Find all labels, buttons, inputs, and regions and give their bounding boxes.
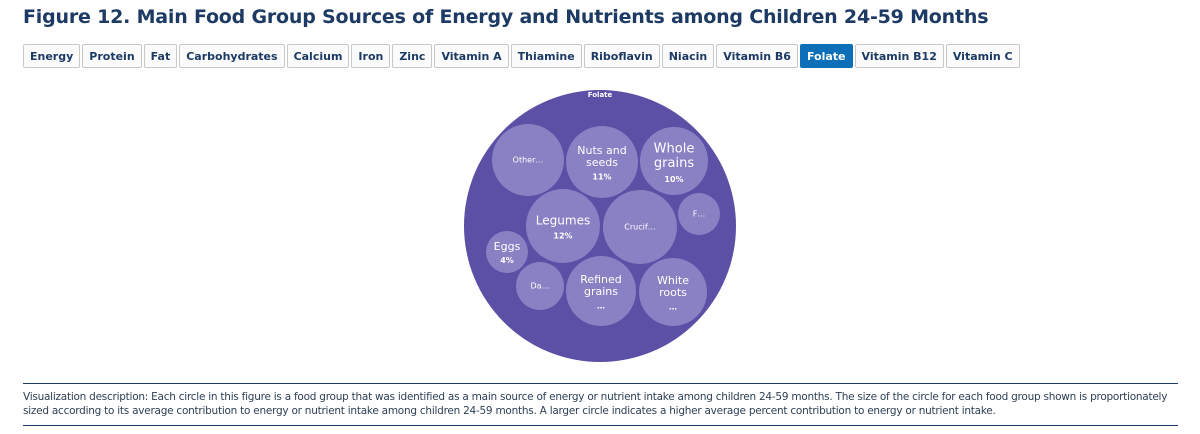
figure-title: Figure 12. Main Food Group Sources of En…: [23, 6, 989, 28]
bubble-label: Whole: [654, 142, 695, 157]
bubble-value: 4%: [500, 256, 514, 265]
bubble-value: …: [597, 301, 605, 310]
bubble-value: 11%: [592, 172, 611, 181]
bubble-other[interactable]: Other…: [492, 124, 564, 196]
tab-energy[interactable]: Energy: [23, 44, 81, 68]
bubble-circle: [566, 126, 638, 198]
tab-iron[interactable]: Iron: [351, 44, 391, 68]
bubble-circle: [640, 127, 708, 195]
top-divider: [23, 383, 1178, 384]
bubble-label: grains: [584, 285, 618, 298]
bubble-legumes[interactable]: Legumes 12%: [526, 189, 600, 263]
bubble-circle: [566, 256, 636, 326]
bubble-label: Da…: [530, 282, 549, 291]
bubble-circle: [516, 262, 564, 310]
bubble-da[interactable]: Da…: [516, 262, 564, 310]
bubble-eggs[interactable]: Eggs 4%: [486, 231, 528, 273]
bubble-label: Legumes: [536, 213, 590, 227]
bubble-label: grains: [654, 156, 694, 171]
tab-riboflavin[interactable]: Riboflavin: [583, 44, 660, 68]
bubble-value: …: [669, 302, 677, 311]
tab-zinc[interactable]: Zinc: [392, 44, 433, 68]
bubble-f[interactable]: F…: [678, 193, 720, 235]
tab-vitamin-a[interactable]: Vitamin A: [434, 44, 509, 68]
bubble-label: Nuts and: [577, 144, 626, 157]
bubble-circle: [492, 124, 564, 196]
tab-thiamine[interactable]: Thiamine: [510, 44, 582, 68]
visualization-description: Visualization description: Each circle i…: [23, 391, 1168, 417]
bubble-refined-grains[interactable]: Refinedgrains …: [566, 256, 636, 326]
bubble-circle: [486, 231, 528, 273]
bubble-value: 12%: [553, 232, 572, 241]
bubble-label: seeds: [586, 156, 618, 169]
bubble-crucif[interactable]: Crucif…: [603, 190, 677, 264]
tab-calcium[interactable]: Calcium: [286, 44, 350, 68]
bubble-label: Crucif…: [624, 223, 655, 232]
tab-vitamin-b6[interactable]: Vitamin B6: [716, 44, 798, 68]
tab-carbohydrates[interactable]: Carbohydrates: [179, 44, 285, 68]
tab-niacin[interactable]: Niacin: [661, 44, 715, 68]
tab-vitamin-b12[interactable]: Vitamin B12: [854, 44, 944, 68]
nutrient-tabs: Energy Protein Fat Carbohydrates Calcium…: [23, 44, 1020, 68]
tab-fat[interactable]: Fat: [143, 44, 178, 68]
bubble-label: Other…: [513, 156, 544, 165]
bubble-label: White: [657, 274, 689, 287]
bubble-label: roots: [659, 286, 687, 299]
tab-vitamin-c[interactable]: Vitamin C: [945, 44, 1020, 68]
bottom-divider: [23, 425, 1178, 426]
bubble-circle: [526, 189, 600, 263]
bubble-white-roots[interactable]: Whiteroots …: [639, 258, 707, 326]
tab-folate[interactable]: Folate: [799, 44, 853, 68]
bubble-label: F…: [693, 210, 706, 219]
bubble-circle: [639, 258, 707, 326]
bubble-circle: [678, 193, 720, 235]
tab-protein[interactable]: Protein: [82, 44, 142, 68]
bubble-value: 10%: [664, 175, 683, 184]
chart-title: Folate: [588, 91, 613, 99]
bubble-label: Eggs: [494, 240, 521, 253]
bubble-label: Refined: [580, 273, 622, 286]
bubble-circle: [603, 190, 677, 264]
